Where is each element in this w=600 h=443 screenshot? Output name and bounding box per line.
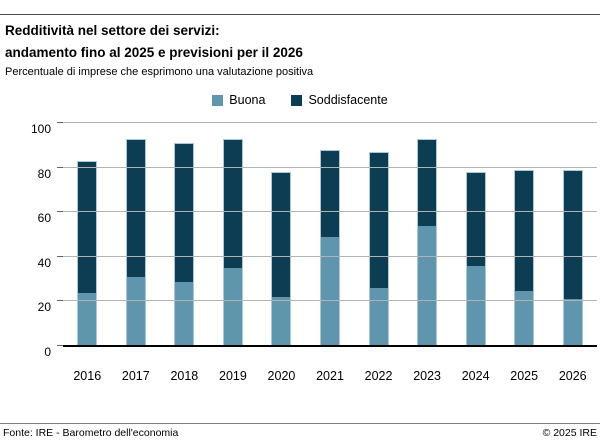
y-tick-mark-80: [57, 166, 63, 168]
y-tick-mark-60: [57, 211, 63, 213]
bar-slot-2019: [209, 123, 258, 346]
bar-segment-soddisfacente-2026: [563, 170, 582, 300]
y-tick-mark-20: [57, 300, 63, 302]
bar-2021: [320, 149, 340, 346]
footer: Fonte: IRE - Barometro dell'economia © 2…: [3, 427, 597, 439]
legend-item-buona: Buona: [212, 93, 265, 107]
bar-slot-2017: [112, 123, 161, 346]
bar-2016: [77, 160, 98, 346]
title-block: Redditività nel settore dei servizi: and…: [5, 20, 313, 80]
x-axis-line: [63, 345, 597, 347]
x-label-2026: 2026: [558, 369, 587, 383]
bar-segment-buona-2024: [466, 266, 485, 346]
bar-segment-soddisfacente-2017: [126, 139, 145, 278]
legend-item-soddisfacente: Soddisfacente: [291, 93, 388, 107]
bar-2023: [417, 138, 438, 346]
x-label-2017: 2017: [121, 369, 150, 383]
bar-2022: [368, 152, 389, 346]
x-label-2022: 2022: [364, 369, 393, 383]
page-subtitle: Percentuale di imprese che esprimono una…: [5, 66, 314, 78]
bar-segment-soddisfacente-2018: [175, 144, 194, 282]
bar-slot-2025: [500, 123, 549, 346]
bar-segment-soddisfacente-2024: [466, 173, 485, 267]
footer-copyright: © 2025 IRE: [542, 427, 597, 439]
x-label-2024: 2024: [461, 369, 490, 383]
bar-segment-soddisfacente-2022: [369, 153, 388, 289]
bar-2026: [562, 169, 583, 346]
bar-segment-buona-2017: [126, 277, 145, 346]
x-label-2025: 2025: [510, 369, 539, 383]
x-label-2019: 2019: [219, 369, 247, 383]
bar-segment-soddisfacente-2021: [321, 150, 339, 238]
legend-swatch-buona-icon: [212, 94, 224, 106]
gridline-80: [63, 166, 597, 168]
bar-2024: [465, 172, 486, 346]
bars-row: [63, 123, 597, 346]
bar-slot-2020: [257, 123, 306, 346]
bar-slot-2022: [354, 123, 403, 346]
x-label-2018: 2018: [170, 369, 199, 383]
bar-segment-buona-2018: [175, 281, 194, 346]
legend-label-buona: Buona: [229, 93, 266, 107]
gridline-100: [63, 122, 597, 123]
gridline-40: [63, 255, 597, 257]
bar-segment-buona-2026: [563, 299, 582, 346]
x-axis-labels: 2016 2017 2018 2019 2020 2021 2022 2023 2024 2025…: [63, 369, 597, 383]
gridline-60: [63, 211, 597, 213]
x-label-2023: 2023: [413, 369, 441, 383]
legend: Buona Soddisfacente: [0, 93, 600, 107]
gridline-20: [63, 300, 597, 302]
plot-area: 2016 2017 2018 2019 2020 2021 2022 2023 2024 2025…: [31, 122, 597, 383]
bar-segment-buona-2020: [272, 297, 291, 346]
page-title-line1: Redditività nel settore dei servizi:: [5, 23, 220, 38]
bar-segment-soddisfacente-2016: [78, 161, 97, 293]
bar-segment-soddisfacente-2020: [272, 173, 291, 298]
bar-segment-buona-2025: [515, 290, 534, 346]
bar-2020: [271, 172, 292, 346]
bar-slot-2018: [160, 123, 209, 346]
bar-segment-buona-2022: [369, 288, 388, 346]
bar-segment-soddisfacente-2023: [418, 139, 437, 227]
bar-2019: [222, 138, 243, 346]
top-divider: [0, 14, 600, 15]
bar-segment-buona-2016: [78, 292, 97, 346]
bar-segment-buona-2019: [223, 268, 242, 346]
bar-slot-2024: [451, 123, 500, 346]
x-label-2021: 2021: [316, 369, 344, 383]
legend-swatch-soddisfacente-icon: [291, 94, 303, 106]
bar-segment-buona-2021: [321, 237, 339, 346]
bar-segment-soddisfacente-2025: [515, 170, 534, 291]
bar-slot-2026: [548, 123, 597, 346]
x-label-2016: 2016: [73, 369, 102, 383]
bar-segment-buona-2023: [418, 226, 437, 346]
footer-divider: [0, 423, 600, 424]
x-label-2020: 2020: [267, 369, 296, 383]
bar-slot-2016: [63, 123, 112, 346]
bar-segment-soddisfacente-2019: [223, 139, 242, 269]
page-title-line2: andamento fino al 2025 e previsioni per …: [5, 45, 303, 60]
bar-2017: [125, 138, 146, 346]
footer-source: Fonte: IRE - Barometro dell'economia: [3, 427, 179, 439]
y-tick-mark-40: [57, 255, 63, 257]
bar-2025: [514, 169, 535, 346]
bar-2018: [174, 143, 195, 346]
y-tick-mark-100: [57, 122, 63, 123]
bar-slot-2023: [403, 123, 452, 346]
bar-slot-2021: [306, 123, 355, 346]
legend-label-soddisfacente: Soddisfacente: [308, 93, 388, 107]
y-tick-mark-0: [57, 345, 63, 346]
